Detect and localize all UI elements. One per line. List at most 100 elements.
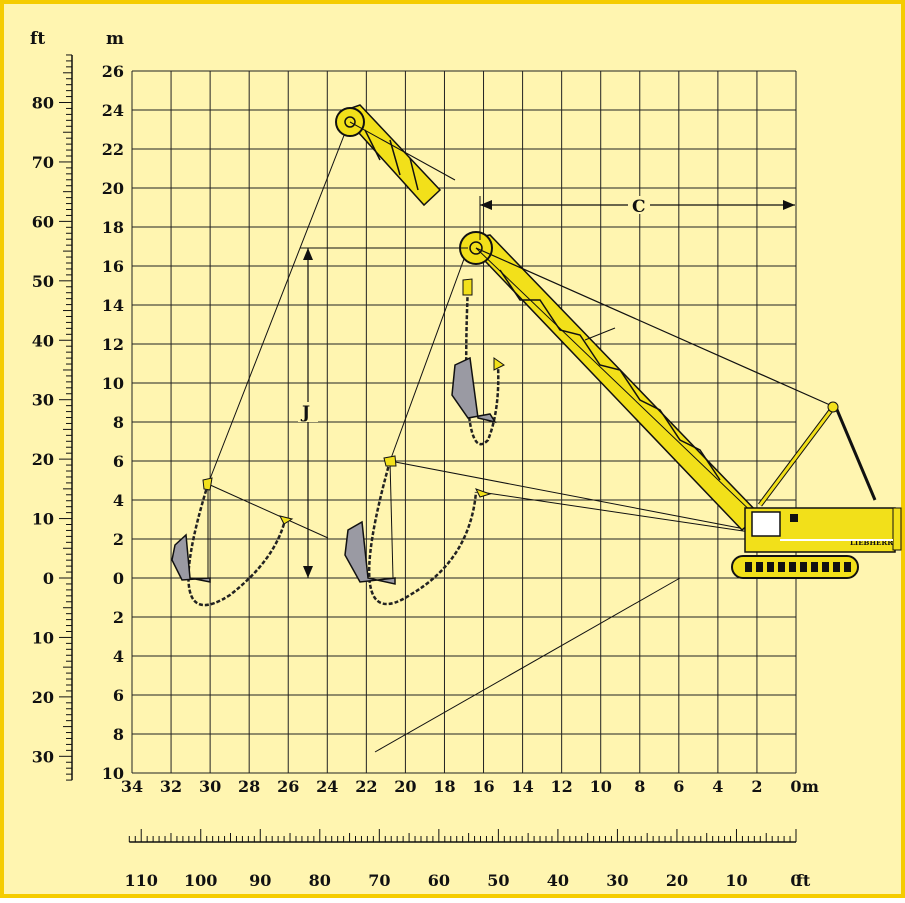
m-tick-label: 26	[102, 62, 124, 81]
fairleads	[202, 278, 505, 525]
operator-cab	[751, 511, 781, 537]
bottom-ft-tick-label: 100	[184, 871, 217, 890]
chain-clamp-near	[493, 357, 505, 371]
bottom-m-tick-label: 34	[121, 777, 143, 796]
bottom-ft-tick-label: 40	[547, 871, 569, 890]
hoist-line-far	[207, 119, 351, 485]
m-tick-label: 20	[102, 179, 124, 198]
ft-tick-label: 40	[32, 331, 54, 350]
bottom-m-tick-label: 8	[634, 777, 645, 796]
bottom-m-tick-label: 32	[160, 777, 182, 796]
ft-tick-label: 80	[32, 94, 54, 113]
bottom-ft-tick-label: 50	[487, 871, 509, 890]
fairlead-far	[202, 477, 213, 491]
bottom-m-tick-label: 28	[238, 777, 260, 796]
hoist-line-mid	[389, 247, 469, 462]
m-tick-label: 4	[113, 491, 124, 510]
boom-pendant	[475, 247, 831, 406]
track-roller	[811, 562, 818, 572]
bottom-m-tick-label: 2	[751, 777, 762, 796]
bottom-m-tick-label: 10	[590, 777, 612, 796]
bottom-m-unit: m	[802, 777, 819, 796]
bottom-ft-tick-label: 70	[368, 871, 390, 890]
track-roller	[778, 562, 785, 572]
rigging-lines	[207, 119, 751, 753]
dim-c-label: C	[632, 197, 646, 217]
m-tick-label: 8	[113, 725, 124, 744]
m-tick-label: 16	[102, 257, 124, 276]
ft-tick-label: 10	[32, 510, 54, 529]
bucket-near	[451, 356, 497, 424]
m-tick-label: 22	[102, 140, 124, 159]
track-rollers	[745, 562, 851, 572]
brand-label: LIEBHERR	[850, 538, 893, 547]
crane-superstructure: LIEBHERR	[744, 507, 902, 553]
m-tick-label: 6	[113, 686, 124, 705]
chain-near	[464, 284, 500, 446]
m-tick-label: 10	[102, 374, 124, 393]
ft-tick-label: 20	[32, 688, 54, 707]
bottom-m-tick-label: 12	[551, 777, 573, 796]
ft-tick-label: 70	[32, 153, 54, 172]
fairlead-mid	[383, 455, 397, 467]
boom-hoist-line	[475, 247, 761, 521]
bottom-ft-tick-label: 10	[725, 871, 747, 890]
m-tick-label: 2	[113, 530, 124, 549]
bottom-m-tick-label: 20	[394, 777, 416, 796]
ft-tick-label: 30	[32, 391, 54, 410]
drag-line-mid	[389, 460, 751, 531]
m-tick-label: 24	[102, 101, 124, 120]
m-tick-label: 8	[113, 413, 124, 432]
ft-tick-label: 10	[32, 628, 54, 647]
m-tick-label: 0	[113, 569, 124, 588]
track-roller	[844, 562, 851, 572]
track-roller	[767, 562, 774, 572]
bottom-m-tick-label: 24	[316, 777, 338, 796]
bottom-ft-tick-label: 20	[666, 871, 688, 890]
bottom-m-tick-label: 26	[277, 777, 299, 796]
track-roller	[789, 562, 796, 572]
fairlead-near	[462, 278, 473, 296]
drag-chains	[187, 284, 500, 607]
chain-mid	[367, 460, 478, 606]
main-boom	[459, 231, 831, 532]
grid	[131, 70, 797, 774]
track-roller	[745, 562, 752, 572]
ft-unit-header: ft	[30, 29, 45, 49]
bucket-far	[171, 533, 211, 583]
bottom-m-tick-label: 0	[790, 777, 801, 796]
ft-tick-label: 60	[32, 212, 54, 231]
bottom-m-tick-label: 22	[355, 777, 377, 796]
dim-j-label: J	[300, 403, 310, 423]
bottom-ft-tick-label: 0	[790, 871, 801, 890]
m-tick-label: 14	[102, 296, 124, 315]
bottom-m-tick-label: 16	[472, 777, 494, 796]
ft-tick-label: 0	[43, 569, 54, 588]
bottom-m-tick-label: 14	[511, 777, 533, 796]
bottom-ft-tick-label: 80	[309, 871, 331, 890]
ft-tick-label: 30	[32, 747, 54, 766]
crawler-tracks	[731, 555, 859, 579]
m-tick-label: 6	[113, 452, 124, 471]
drag-line-near	[479, 491, 751, 533]
bottom-ft-tick-label: 60	[428, 871, 450, 890]
upper-boom	[335, 104, 456, 207]
track-roller	[800, 562, 807, 572]
bucket-hang-mid	[389, 460, 394, 579]
bottom-ft-unit: ft	[796, 871, 811, 890]
dig-depth-line	[374, 577, 681, 753]
bottom-ft-tick-label: 110	[125, 871, 158, 890]
bottom-m-tick-label: 18	[433, 777, 455, 796]
bucket-mid	[344, 520, 396, 585]
track-roller	[833, 562, 840, 572]
chain-clamp-mid	[474, 488, 492, 498]
dimension-j: J	[298, 247, 468, 578]
m-tick-label: 2	[113, 608, 124, 627]
m-tick-label: 12	[102, 335, 124, 354]
